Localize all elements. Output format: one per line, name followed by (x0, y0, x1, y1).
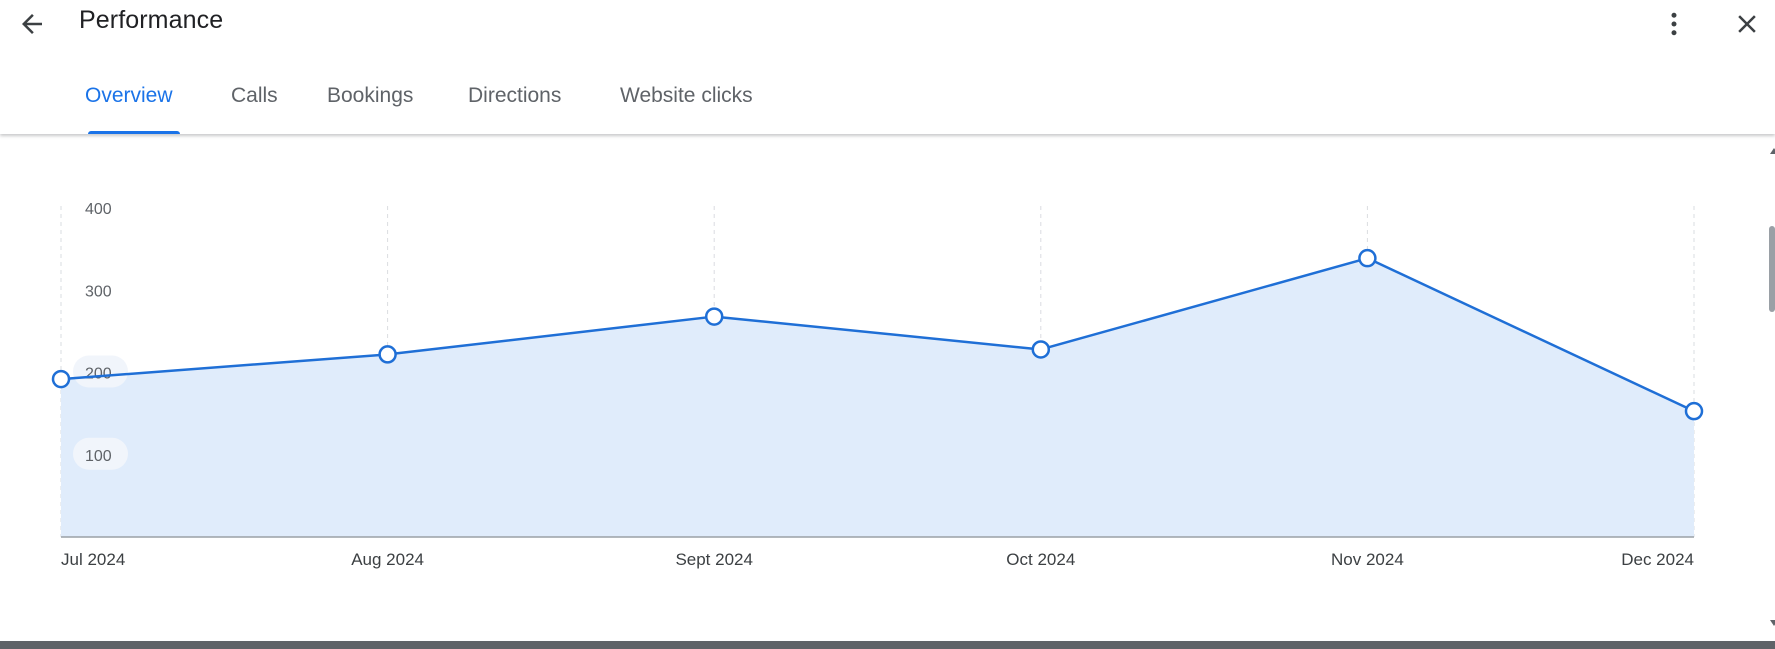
scroll-down-arrow[interactable] (1770, 620, 1775, 626)
close-icon (1738, 15, 1756, 33)
x-tick-label: Jul 2024 (61, 550, 125, 569)
scrollbar[interactable] (1767, 140, 1775, 630)
tab-website-clicks[interactable]: Website clicks (620, 84, 753, 107)
y-tick-label: 200 (85, 366, 112, 383)
tab-bookings[interactable]: Bookings (327, 84, 414, 107)
series-line (60, 256, 1695, 413)
scroll-up-arrow[interactable] (1770, 148, 1775, 154)
data-point (1358, 248, 1377, 268)
y-tick-pill (73, 355, 128, 388)
more-options-button[interactable] (1654, 4, 1694, 44)
x-tick-label: Oct 2024 (1006, 550, 1075, 569)
y-tick-pill (73, 437, 128, 470)
chart-svg: 100 200 300 400 Jul 2024 Aug 2024 Sept 2024 Oct… (51, 201, 1704, 569)
y-tick-label: 400 (85, 201, 112, 218)
tab-directions[interactable]: Directions (468, 84, 562, 107)
bottom-content-strip (0, 641, 1775, 649)
x-tick-label: Nov 2024 (1331, 550, 1404, 569)
y-tick-label: 300 (85, 283, 112, 300)
app-header: Performance Overview Calls Bookings Dire… (0, 0, 1775, 134)
arrow-back-icon (22, 14, 42, 34)
tab-bar: Overview Calls Bookings Directions Websi… (0, 0, 900, 134)
close-button[interactable] (1727, 4, 1767, 44)
back-button[interactable] (12, 4, 52, 44)
page-title: Performance (79, 6, 224, 34)
area-fill (61, 258, 1694, 537)
data-point (378, 345, 397, 364)
performance-chart: 100 200 300 400 Jul 2024 Aug 2024 Sept 2024 Oct… (0, 134, 1775, 639)
y-tick-label: 100 (85, 448, 112, 465)
scroll-thumb[interactable] (1769, 226, 1775, 312)
more-vert-icon (1671, 12, 1677, 36)
data-point (1031, 340, 1051, 359)
data-point (1684, 401, 1704, 421)
x-tick-label: Sept 2024 (675, 550, 753, 569)
tab-overview[interactable]: Overview (85, 84, 173, 107)
data-point (51, 369, 71, 389)
active-tab-indicator (88, 131, 180, 134)
data-point (704, 307, 724, 326)
x-tick-label: Dec 2024 (1621, 550, 1694, 569)
tab-calls[interactable]: Calls (231, 84, 278, 107)
x-tick-label: Aug 2024 (351, 550, 424, 569)
